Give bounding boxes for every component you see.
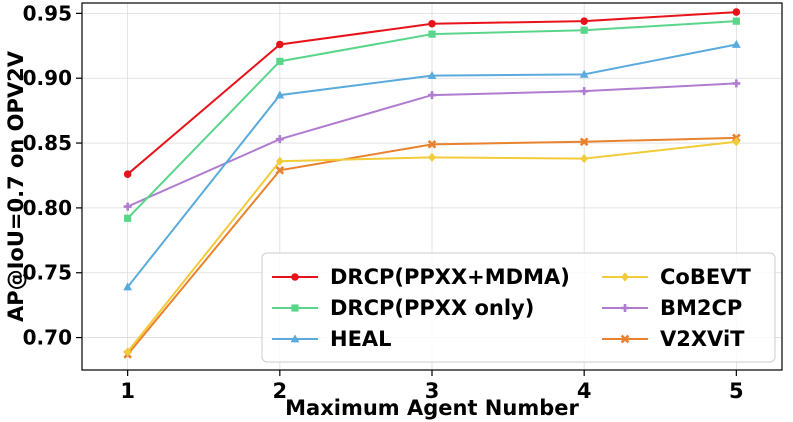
data-point: [580, 87, 589, 96]
data-point: [428, 30, 436, 38]
axis-ticks: 1 2 3 4 5 0.70 0.75 0.80 0.85 0.90 0.95: [23, 1, 744, 403]
series-5: [123, 79, 741, 211]
legend-label: HEAL: [330, 327, 392, 351]
data-point: [579, 69, 589, 78]
data-point: [732, 17, 740, 25]
x-tick-label: 1: [120, 379, 135, 403]
data-point: [620, 334, 630, 344]
data-point: [621, 272, 629, 282]
legend-box: [261, 252, 776, 363]
legend-label: CoBEVT: [660, 265, 751, 289]
data-point: [580, 17, 588, 25]
legend-label: BM2CP: [660, 296, 742, 320]
series-3: [123, 39, 741, 291]
x-tick-label: 2: [273, 379, 288, 403]
legend-item: CoBEVT: [602, 265, 751, 289]
y-tick-label: 0.70: [23, 326, 72, 350]
data-point: [580, 26, 588, 34]
legend-label: V2XViT: [660, 327, 745, 351]
series-lines: [123, 8, 741, 359]
x-tick-label: 5: [729, 379, 744, 403]
data-point: [276, 57, 284, 65]
data-point: [428, 152, 436, 162]
data-point: [428, 91, 436, 100]
y-tick-label: 0.75: [23, 261, 72, 285]
data-point: [290, 334, 300, 343]
data-point: [427, 71, 437, 80]
x-axis-label: Maximum Agent Number: [285, 396, 579, 420]
legend-label: DRCP(PPXX only): [330, 296, 534, 320]
data-point: [732, 8, 741, 16]
data-point: [427, 140, 437, 149]
data-point: [580, 154, 588, 164]
data-point: [621, 304, 629, 312]
legend-item: BM2CP: [602, 296, 742, 320]
x-tick-label: 4: [577, 379, 592, 403]
y-tick-label: 0.90: [23, 66, 72, 90]
legend-item: DRCP(PPXX only): [272, 296, 534, 320]
data-point: [732, 79, 741, 88]
data-point: [276, 40, 284, 49]
data-point: [123, 282, 133, 291]
x-tick-label: 3: [425, 379, 440, 403]
data-point: [732, 137, 741, 147]
y-tick-label: 0.85: [23, 131, 72, 155]
data-point: [428, 19, 436, 28]
y-axis-label: AP@IoU=0.7 on OPV2V: [4, 50, 28, 322]
data-point: [731, 39, 741, 48]
data-point: [579, 137, 589, 147]
legend-item: HEAL: [272, 327, 392, 351]
data-point: [123, 170, 132, 178]
data-point: [275, 135, 284, 144]
data-point: [291, 304, 299, 312]
legend-item: DRCP(PPXX+MDMA): [272, 265, 570, 289]
data-point: [275, 165, 285, 175]
series-2: [124, 17, 740, 222]
legend-label: DRCP(PPXX+MDMA): [330, 265, 570, 289]
legend-item: V2XViT: [602, 327, 745, 351]
data-point: [124, 214, 132, 222]
data-point: [276, 156, 284, 166]
data-point: [123, 347, 132, 357]
y-tick-label: 0.80: [23, 196, 72, 220]
data-point: [275, 90, 285, 99]
legend: DRCP(PPXX+MDMA) DRCP(PPXX only) HEAL CoBEVT…: [261, 252, 776, 363]
series-4: [123, 137, 741, 357]
series-1: [123, 8, 741, 178]
y-tick-label: 0.95: [23, 1, 72, 25]
data-point: [123, 202, 132, 211]
data-point: [291, 273, 299, 281]
